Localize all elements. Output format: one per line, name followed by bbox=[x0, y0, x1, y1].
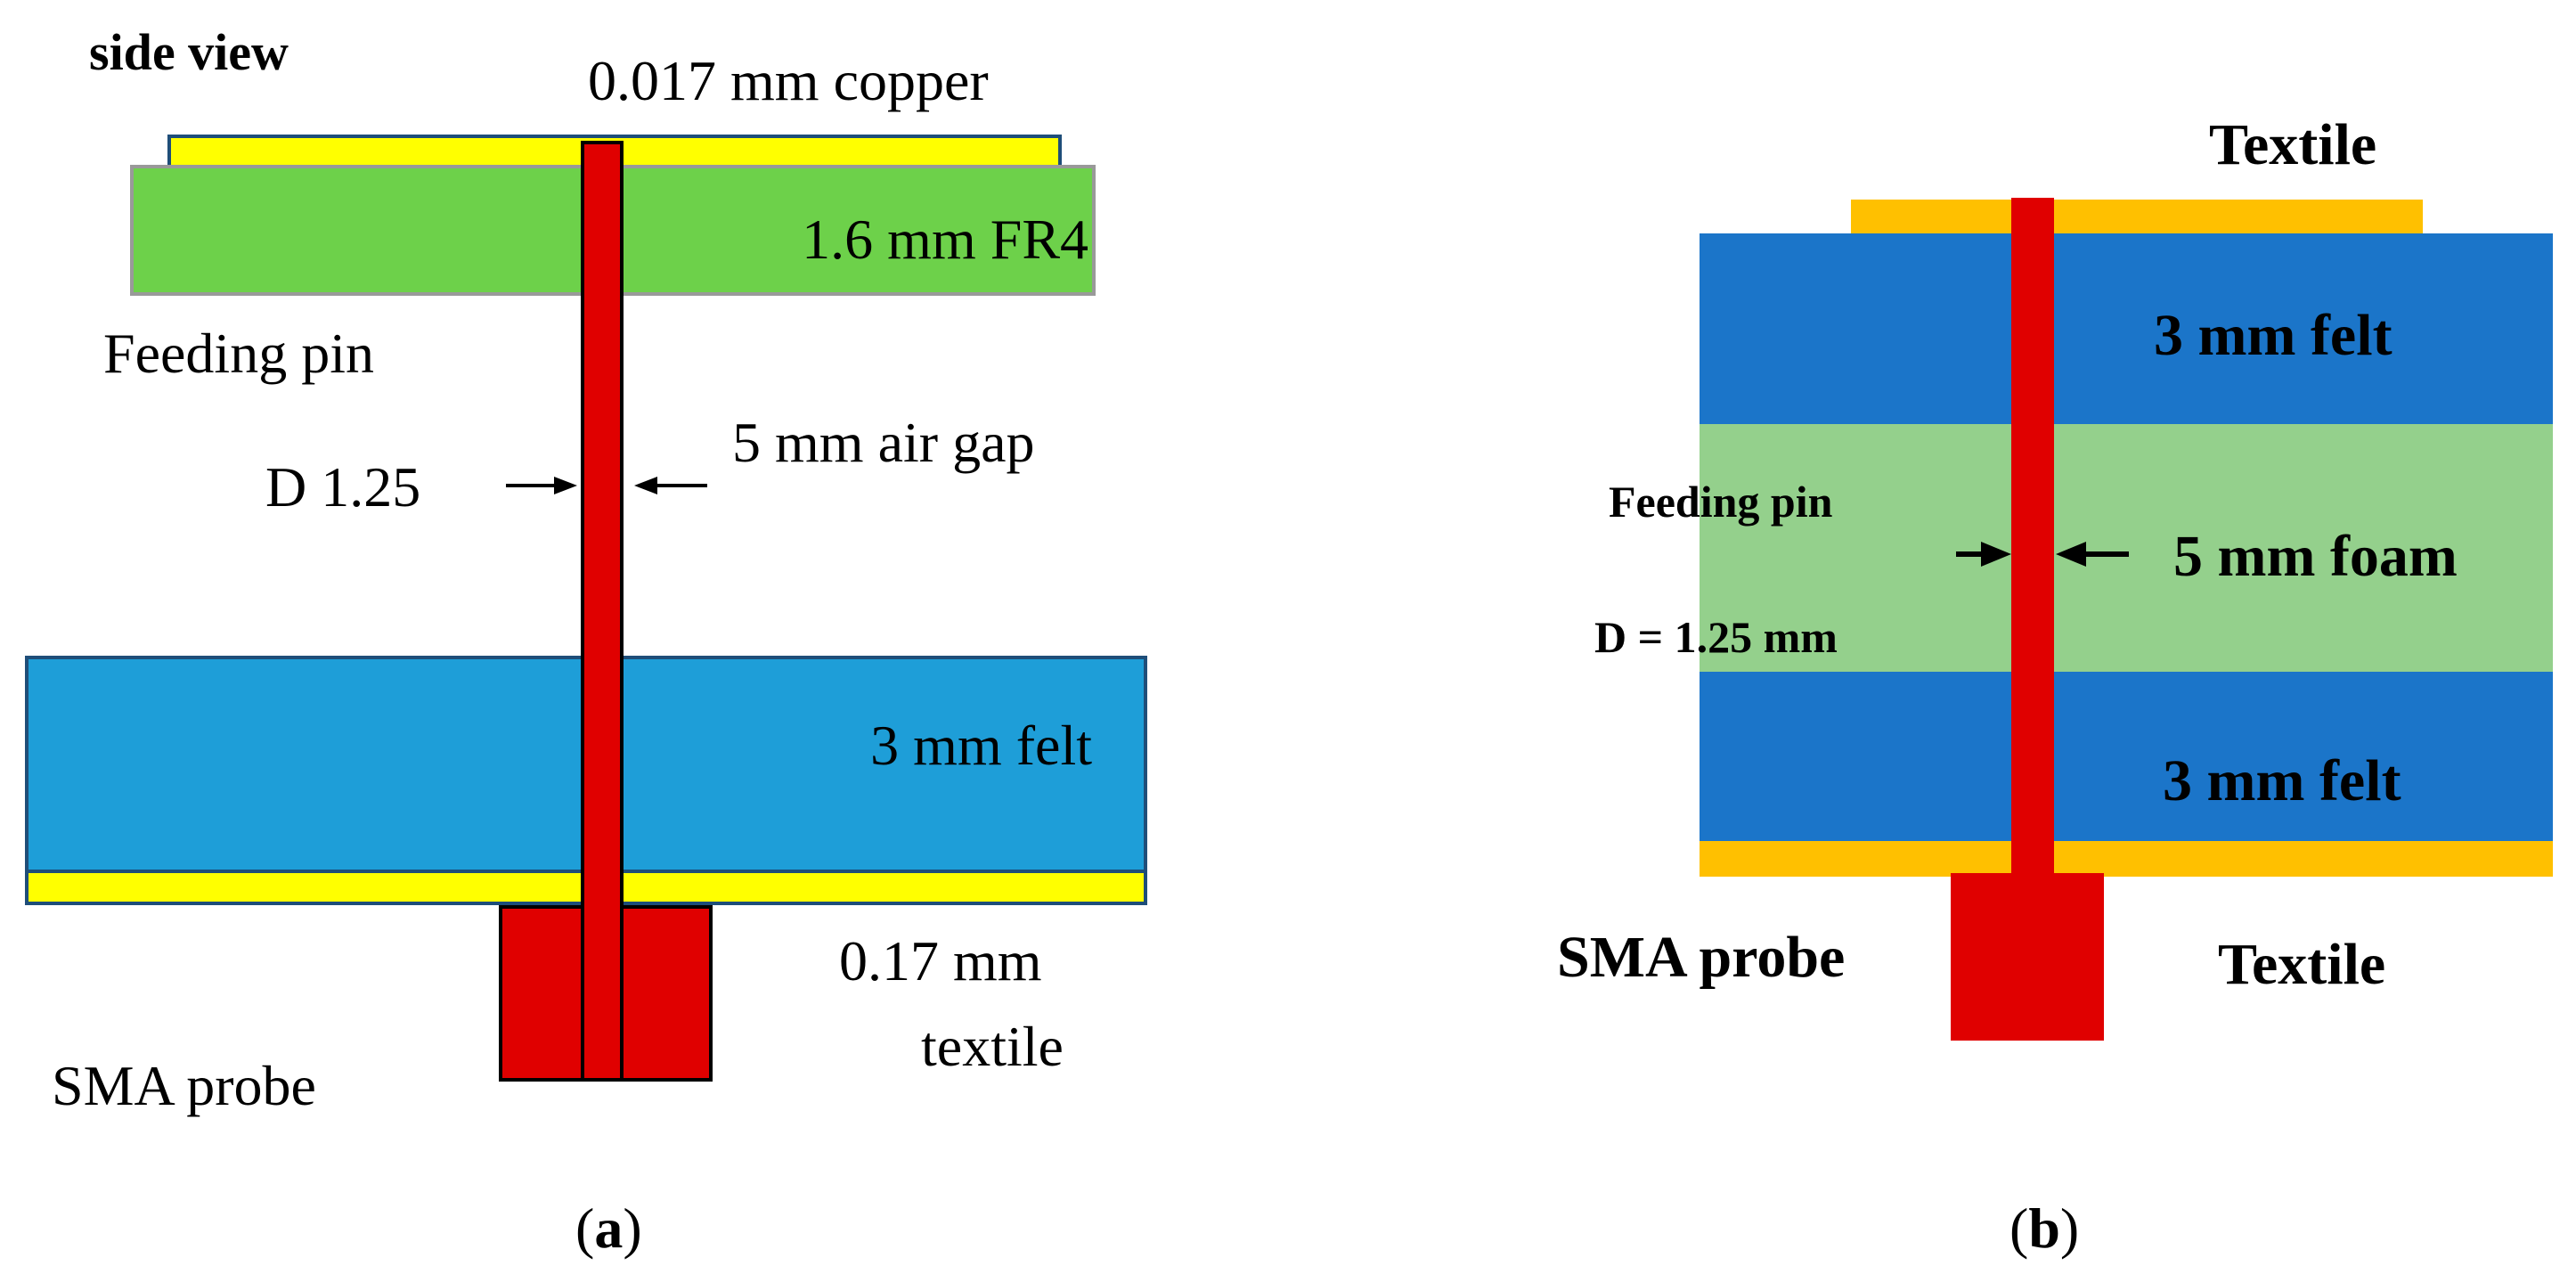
panel-a-caption: (a) bbox=[575, 1196, 642, 1260]
panel-a-copper-label: 0.017 mm copper bbox=[588, 49, 989, 112]
panel-b-felt-bottom-layer bbox=[1700, 672, 2553, 841]
panel-b-diameter-arrow-right bbox=[2056, 542, 2129, 567]
panel-a-diameter-arrow-left bbox=[506, 477, 577, 494]
panel-b-diameter-arrow-left bbox=[1956, 542, 2011, 567]
panel-a-feeding-pin bbox=[581, 141, 624, 1082]
panel-a-felt-label: 3 mm felt bbox=[870, 714, 1092, 777]
panel-b-felt-top-layer bbox=[1700, 233, 2553, 424]
panel-b-sma-label: SMA probe bbox=[1557, 925, 1845, 990]
panel-b: Textile 3 mm felt Feeding pin 5 mm foam … bbox=[1557, 112, 2553, 1260]
panel-a-feeding-pin-label: Feeding pin bbox=[103, 322, 374, 385]
panel-b-foam-label: 5 mm foam bbox=[2173, 524, 2458, 589]
panel-a-diameter-label: D 1.25 bbox=[265, 455, 420, 519]
panel-b-felt-top-label: 3 mm felt bbox=[2154, 303, 2393, 368]
panel-a-fr4-label: 1.6 mm FR4 bbox=[802, 208, 1088, 271]
panel-a-diameter-arrow-right bbox=[634, 477, 707, 494]
panel-b-feeding-pin bbox=[2011, 198, 2054, 878]
panel-b-textile-bottom-label: Textile bbox=[2218, 932, 2385, 997]
panel-b-feeding-pin-label: Feeding pin bbox=[1609, 477, 1833, 527]
panel-a: side view 0.017 mm copper 1.6 mm FR4 Fee… bbox=[25, 23, 1147, 1260]
panel-a-textile-label-line2: textile bbox=[921, 1015, 1064, 1078]
panel-b-diameter-label: D = 1.25 mm bbox=[1594, 612, 1838, 662]
panel-b-foam-layer bbox=[1700, 424, 2553, 672]
panel-b-textile-top-label: Textile bbox=[2209, 112, 2376, 177]
panel-b-felt-bottom-label: 3 mm felt bbox=[2163, 748, 2401, 813]
panel-a-title: side view bbox=[89, 23, 289, 81]
panel-a-air-gap-label: 5 mm air gap bbox=[732, 411, 1034, 474]
panel-a-sma-label: SMA probe bbox=[52, 1054, 316, 1117]
panel-a-textile-label-line1: 0.17 mm bbox=[839, 929, 1042, 992]
panel-b-caption: (b) bbox=[2009, 1196, 2079, 1260]
panel-b-textile-bottom-layer bbox=[1700, 841, 2553, 877]
panel-b-sma-probe bbox=[1951, 873, 2104, 1041]
